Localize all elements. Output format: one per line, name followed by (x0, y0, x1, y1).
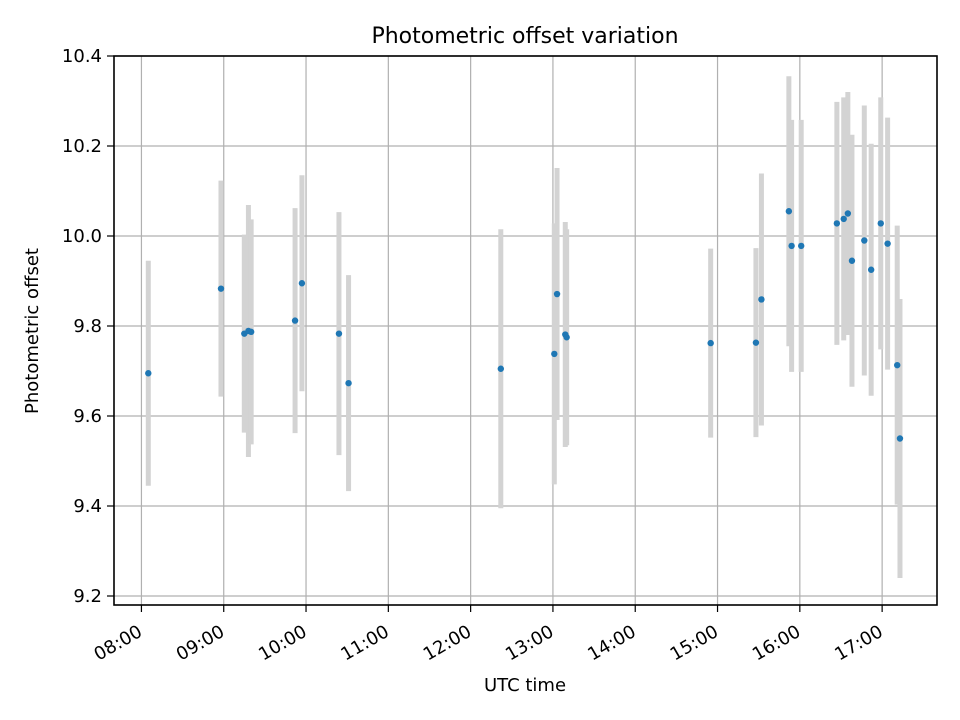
data-point (247, 328, 255, 336)
y-tick-label: 9.6 (73, 406, 102, 427)
x-axis-label: UTC time (484, 675, 566, 696)
plot-frame (113, 55, 938, 606)
data-point (217, 285, 225, 292)
data-point (844, 210, 852, 217)
y-tick-label: 9.8 (73, 316, 102, 337)
data-point (867, 266, 875, 273)
data-point (497, 365, 505, 372)
data-point (291, 317, 299, 324)
data-point (848, 257, 856, 264)
data-point (335, 330, 343, 337)
data-points (145, 208, 904, 442)
y-axis-label: Photometric offset (22, 248, 43, 414)
data-point (345, 379, 352, 387)
data-point (785, 208, 793, 215)
data-point (752, 339, 760, 346)
data-point (894, 361, 901, 369)
y-tick-label: 10.2 (62, 136, 102, 157)
y-tick-label: 10.4 (62, 46, 102, 67)
data-point (707, 339, 714, 347)
data-point (298, 280, 306, 287)
data-point (798, 242, 805, 250)
data-point (553, 290, 561, 298)
data-point (861, 237, 868, 244)
data-point (840, 215, 847, 223)
data-point (758, 296, 765, 303)
data-point (145, 370, 152, 377)
data-point (563, 334, 570, 341)
y-tick-label: 9.2 (73, 586, 102, 607)
data-point (877, 220, 884, 227)
data-point (884, 240, 891, 247)
data-point (833, 220, 841, 227)
y-axis-ticks: 9.2 9.4 9.6 9.8 10.0 10.2 10.4 (62, 46, 114, 607)
data-point (788, 242, 795, 250)
y-tick-label: 10.0 (62, 226, 102, 247)
y-tick-label: 9.4 (73, 496, 102, 517)
data-point (896, 435, 904, 442)
chart-title: Photometric offset variation (371, 24, 678, 49)
data-point (551, 350, 558, 358)
